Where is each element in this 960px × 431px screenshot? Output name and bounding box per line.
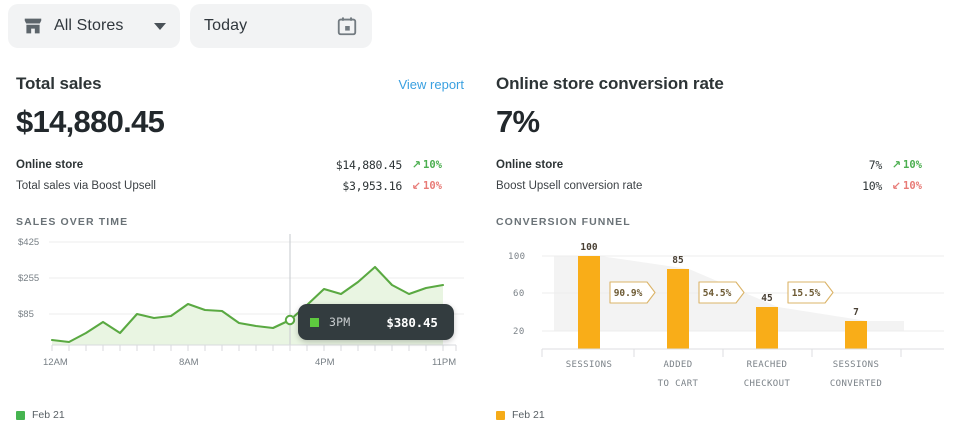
legend-label: Feb 21 xyxy=(32,409,65,421)
sales-over-time-label: SALES OVER TIME xyxy=(16,216,129,228)
total-sales-value: $14,880.45 xyxy=(16,104,165,139)
row-value: 10% xyxy=(862,178,882,193)
conversion-rate-header: Online store conversion rate xyxy=(496,52,944,94)
y-tick-label: 20 xyxy=(513,327,525,337)
arrow-down-left-icon xyxy=(413,182,420,189)
page-title: Total sales xyxy=(16,74,102,93)
sales-over-time-chart[interactable]: $425 $255 $85 xyxy=(16,234,464,369)
conversion-funnel-chart[interactable]: 100 60 20 100 85 45 7 90.9% 54.5% xyxy=(496,234,944,389)
funnel-bar xyxy=(845,321,867,349)
funnel-bar xyxy=(667,269,689,349)
status-badge: 10% xyxy=(412,159,464,171)
total-sales-panel: Total sales View report $14,880.45 Onlin… xyxy=(0,52,480,431)
funnel-step-badge: 15.5% xyxy=(787,281,834,304)
sales-chart-legend: Feb 21 xyxy=(16,409,65,421)
total-sales-breakdown: Online store $14,880.45 10% Total sales … xyxy=(16,154,464,196)
conversion-rate-breakdown: Online store 7% 10% Boost Upsell convers… xyxy=(496,154,944,196)
conversion-funnel-label: CONVERSION FUNNEL xyxy=(496,216,631,228)
table-row: Online store 7% 10% xyxy=(496,154,944,175)
x-category-label: CHECKOUT xyxy=(744,379,791,389)
y-tick-label: 60 xyxy=(513,289,525,299)
status-badge: 10% xyxy=(412,180,464,192)
status-badge: 10% xyxy=(892,180,944,192)
row-delta-value: 10% xyxy=(423,179,442,192)
step-rate-label: 90.9% xyxy=(614,288,643,299)
y-tick-label: $85 xyxy=(18,309,34,320)
y-tick-label: $425 xyxy=(18,237,39,248)
arrow-down-left-icon xyxy=(893,182,900,189)
x-tick-label: 4PM xyxy=(315,357,335,368)
row-delta-value: 10% xyxy=(903,179,922,192)
table-row: Total sales via Boost Upsell $3,953.16 1… xyxy=(16,175,464,196)
row-label: Online store xyxy=(16,158,84,171)
chart-tooltip: 3PM $380.45 xyxy=(298,304,454,340)
x-category-label: CONVERTED xyxy=(830,379,882,389)
row-value: 7% xyxy=(868,157,883,172)
chart-x-ticks xyxy=(51,345,457,351)
chevron-down-icon xyxy=(154,22,166,30)
page-title: Online store conversion rate xyxy=(496,74,724,93)
funnel-bar xyxy=(756,307,778,349)
arrow-up-right-icon xyxy=(413,161,420,168)
total-sales-header: Total sales View report xyxy=(16,52,464,94)
x-category-label: TO CART xyxy=(658,379,699,389)
row-delta-value: 10% xyxy=(423,158,442,171)
store-selector-label: All Stores xyxy=(54,17,124,34)
row-label: Total sales via Boost Upsell xyxy=(16,179,156,192)
x-category-label: SESSIONS xyxy=(566,360,613,370)
bar-value-label: 100 xyxy=(580,242,597,253)
storefront-icon xyxy=(22,15,44,37)
x-tick-label: 8AM xyxy=(179,357,199,368)
calendar-icon xyxy=(336,15,358,37)
funnel-step-badge: 90.9% xyxy=(609,281,656,304)
funnel-bar xyxy=(578,256,600,349)
status-badge: 10% xyxy=(892,159,944,171)
chart-hover-point xyxy=(284,314,296,326)
conversion-rate-value: 7% xyxy=(496,104,540,139)
step-rate-label: 15.5% xyxy=(792,288,821,299)
table-row: Boost Upsell conversion rate 10% 10% xyxy=(496,175,944,196)
x-tick-label: 12AM xyxy=(43,357,68,368)
x-tick-label: 11PM xyxy=(432,357,456,368)
arrow-up-right-icon xyxy=(893,161,900,168)
row-label: Boost Upsell conversion rate xyxy=(496,179,643,192)
chart-category-dividers xyxy=(541,349,902,357)
y-tick-label: 100 xyxy=(508,252,525,262)
funnel-chart-legend: Feb 21 xyxy=(496,409,545,421)
y-tick-label: $255 xyxy=(18,273,39,284)
legend-swatch xyxy=(496,410,505,420)
top-toolbar: All Stores Today xyxy=(0,0,960,52)
row-label: Online store xyxy=(496,158,564,171)
tooltip-time-label: 3PM xyxy=(329,315,351,329)
table-row: Online store $14,880.45 10% xyxy=(16,154,464,175)
conversion-rate-panel: Online store conversion rate 7% Online s… xyxy=(480,52,960,431)
funnel-step-badge: 54.5% xyxy=(698,281,745,304)
date-range-selector[interactable]: Today xyxy=(190,4,372,48)
view-report-link[interactable]: View report xyxy=(398,77,464,92)
row-value: $14,880.45 xyxy=(335,157,403,172)
tooltip-value: $380.45 xyxy=(386,314,438,330)
x-category-label: SESSIONS xyxy=(833,360,880,370)
legend-swatch xyxy=(16,410,25,420)
date-range-label: Today xyxy=(204,17,248,34)
chart-line xyxy=(50,265,445,344)
bar-value-label: 45 xyxy=(761,293,773,304)
store-selector[interactable]: All Stores xyxy=(8,4,180,48)
x-category-label: REACHED xyxy=(747,360,788,370)
tooltip-series-swatch xyxy=(310,317,319,327)
bar-value-label: 7 xyxy=(853,307,859,318)
bar-value-label: 85 xyxy=(672,255,684,266)
legend-label: Feb 21 xyxy=(512,409,545,421)
x-category-label: ADDED xyxy=(663,360,692,370)
row-value: $3,953.16 xyxy=(342,178,402,193)
step-rate-label: 54.5% xyxy=(703,288,732,299)
row-delta-value: 10% xyxy=(903,158,922,171)
